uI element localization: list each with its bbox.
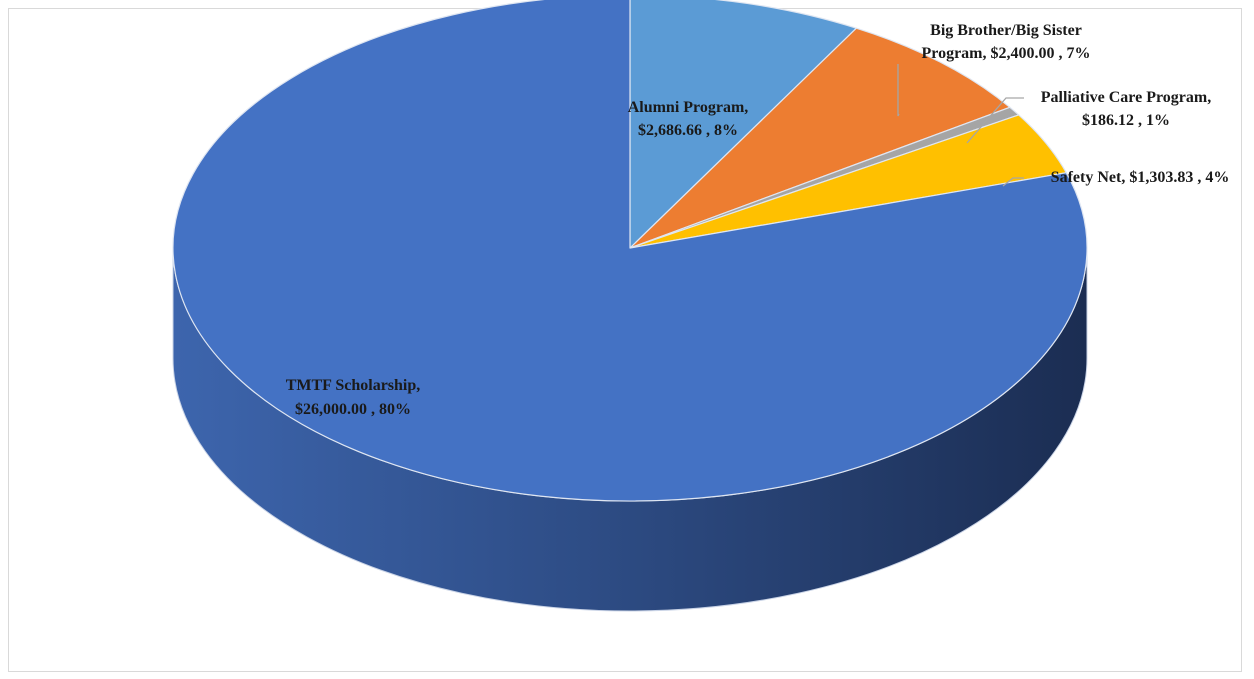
data-label-alumni-program: $2,686.66 , 8% (638, 122, 738, 139)
data-label-big-brother-big-sister-program: Big Brother/Big Sister (930, 22, 1082, 39)
data-label-alumni-program: Alumni Program, (628, 99, 749, 116)
data-label-tmtf-scholarship: TMTF Scholarship, (286, 377, 421, 394)
leader-line-palliative-care-program (966, 97, 1024, 144)
data-label-safety-net: Safety Net, $1,303.83 , 4% (1051, 169, 1230, 186)
pie-slice-alumni-program (629, 0, 857, 249)
pie-slice-tmtf-scholarship (172, 0, 1088, 502)
data-label-palliative-care-program: Palliative Care Program, (1041, 89, 1211, 106)
data-label-tmtf-scholarship: $26,000.00 , 80% (295, 401, 411, 418)
leader-line-big-brother-big-sister-program (897, 64, 900, 117)
data-label-palliative-care-program: $186.12 , 1% (1082, 112, 1170, 129)
data-label-big-brother-big-sister-program: Program, $2,400.00 , 7% (921, 45, 1090, 62)
leader-line-safety-net (1002, 177, 1024, 187)
